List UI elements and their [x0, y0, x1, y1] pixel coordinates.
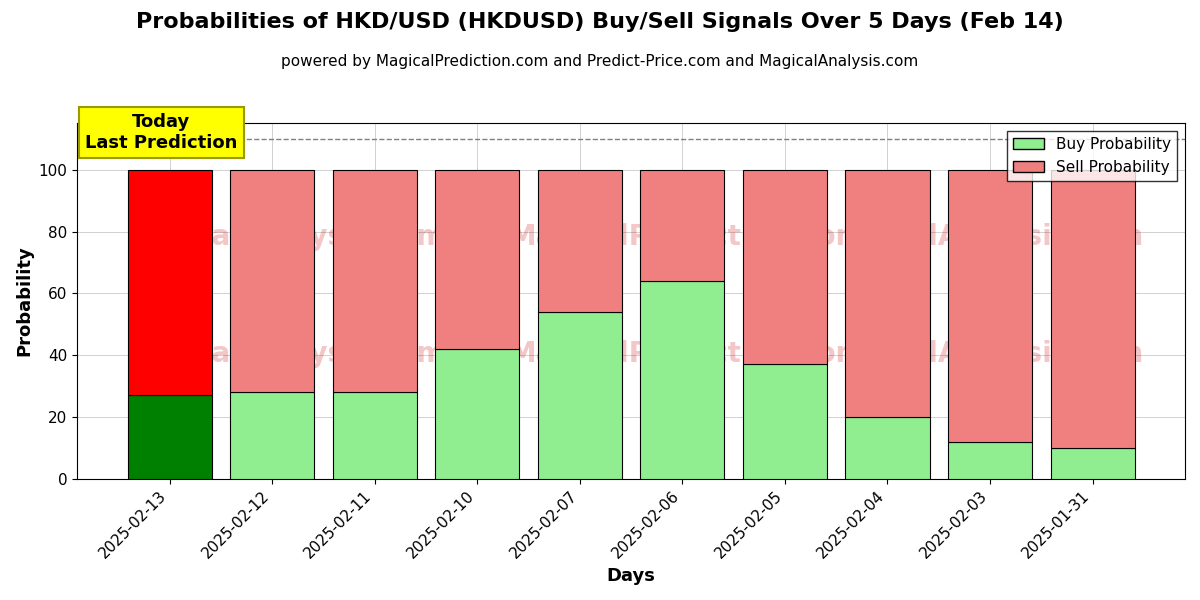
X-axis label: Days: Days [607, 567, 655, 585]
Bar [846, 170, 930, 417]
Text: calAnalysis.com: calAnalysis.com [894, 340, 1144, 368]
Bar [743, 364, 827, 479]
Bar [538, 170, 622, 312]
Bar [846, 417, 930, 479]
Text: MagicalPrediction.com: MagicalPrediction.com [509, 223, 865, 251]
Bar [641, 170, 725, 281]
Bar [1050, 448, 1135, 479]
Bar [948, 442, 1032, 479]
Text: calAnalysis.com: calAnalysis.com [894, 223, 1144, 251]
Bar [332, 170, 416, 392]
Bar [948, 170, 1032, 442]
Text: powered by MagicalPrediction.com and Predict-Price.com and MagicalAnalysis.com: powered by MagicalPrediction.com and Pre… [281, 54, 919, 69]
Legend: Buy Probability, Sell Probability: Buy Probability, Sell Probability [1007, 131, 1177, 181]
Bar [743, 170, 827, 364]
Bar [641, 281, 725, 479]
Bar [538, 312, 622, 479]
Bar [1050, 170, 1135, 448]
Bar [436, 349, 520, 479]
Y-axis label: Probability: Probability [14, 245, 32, 356]
Bar [127, 395, 211, 479]
Bar [230, 170, 314, 392]
Bar [230, 392, 314, 479]
Text: calAnalysis.com: calAnalysis.com [196, 223, 446, 251]
Text: calAnalysis.com: calAnalysis.com [196, 340, 446, 368]
Bar [332, 392, 416, 479]
Text: Today
Last Prediction: Today Last Prediction [85, 113, 238, 152]
Bar [127, 170, 211, 395]
Text: Probabilities of HKD/USD (HKDUSD) Buy/Sell Signals Over 5 Days (Feb 14): Probabilities of HKD/USD (HKDUSD) Buy/Se… [136, 12, 1064, 32]
Text: MagicalPrediction.com: MagicalPrediction.com [509, 340, 865, 368]
Bar [436, 170, 520, 349]
